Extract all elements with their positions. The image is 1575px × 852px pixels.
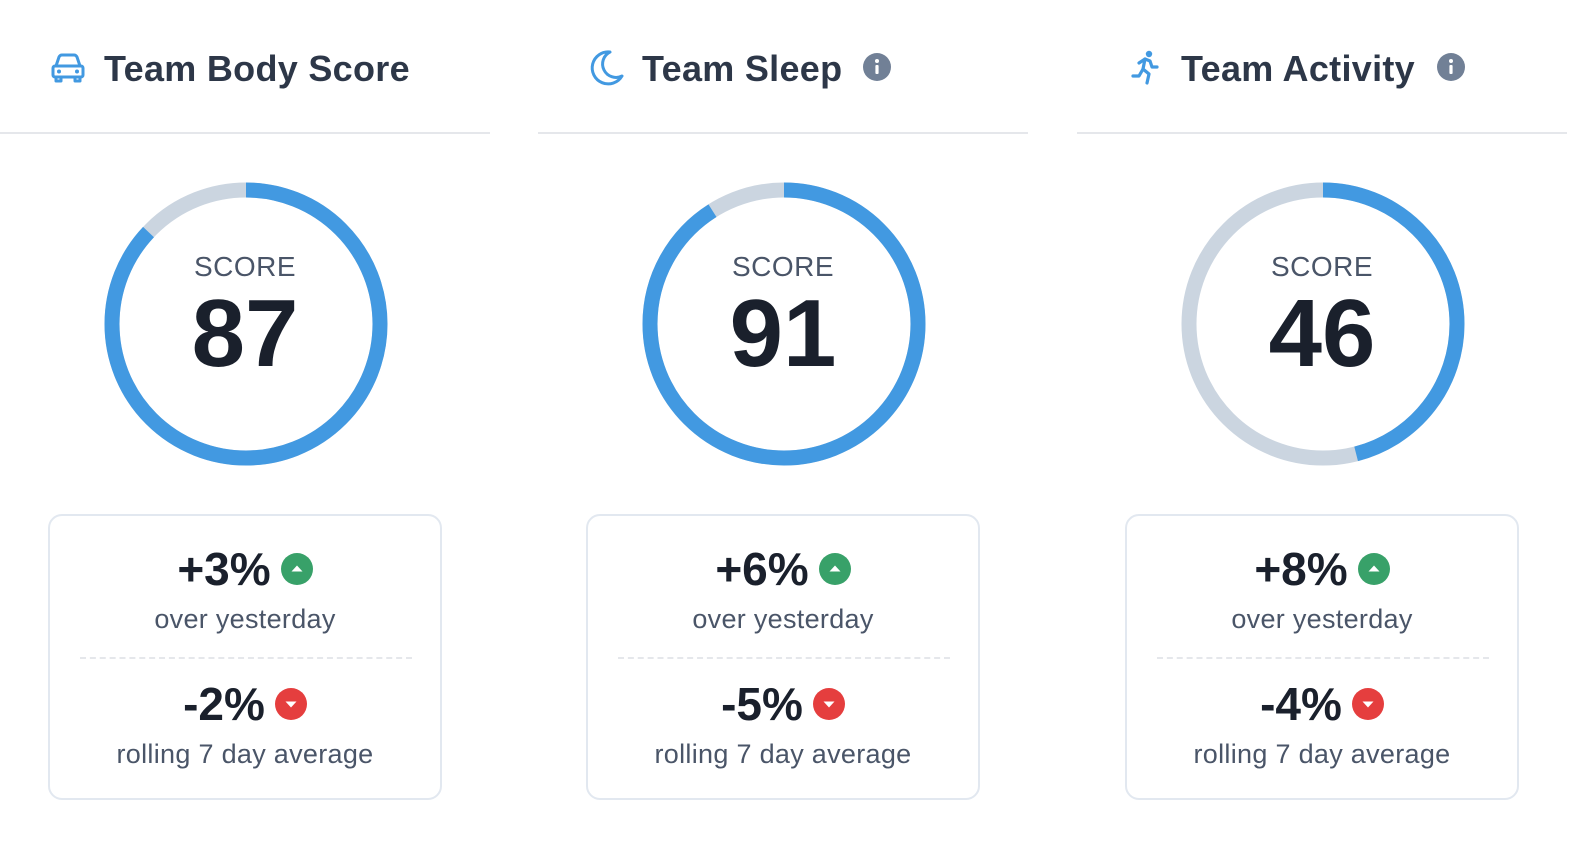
stat-caption: over yesterday <box>692 604 874 634</box>
score-progress-ring <box>104 182 388 466</box>
rolling-average-stat: -5% rolling 7 day average <box>588 673 978 793</box>
score-value: 91 <box>729 280 837 387</box>
panel-title: Team Activity <box>1181 48 1415 89</box>
stat-value: -4% <box>1260 678 1342 730</box>
divider <box>80 657 412 659</box>
stat-value: +8% <box>1254 543 1348 595</box>
panel-header: Team Body Score <box>0 0 490 134</box>
trend-down-icon <box>812 688 845 720</box>
score-value: 87 <box>191 280 299 387</box>
score-progress-ring <box>1181 182 1465 466</box>
ring-progress-arc <box>104 182 388 466</box>
stats-card: +8% over yesterday -4% rolling 7 day ave… <box>1125 514 1519 800</box>
activity-panel: Team Activity SCORE 46 +8% over yesterda… <box>1077 0 1567 852</box>
moon-icon <box>590 50 624 86</box>
sleep-panel: Team Sleep SCORE 91 +6% over yesterday -… <box>538 0 1028 852</box>
over-yesterday-stat: +3% over yesterday <box>50 538 440 658</box>
stat-caption: rolling 7 day average <box>116 739 374 769</box>
stat-value: -2% <box>183 678 265 730</box>
stat-caption: over yesterday <box>154 604 336 634</box>
car-icon <box>51 53 85 83</box>
divider <box>618 657 950 659</box>
ring-progress-arc <box>1181 182 1465 466</box>
stat-value: -5% <box>721 678 803 730</box>
stats-card: +6% over yesterday -5% rolling 7 day ave… <box>586 514 980 800</box>
over-yesterday-stat: +6% over yesterday <box>588 538 978 658</box>
info-icon[interactable] <box>1437 53 1465 81</box>
stat-caption: rolling 7 day average <box>654 739 912 769</box>
rolling-average-stat: -2% rolling 7 day average <box>50 673 440 793</box>
ring-progress-arc <box>642 182 926 466</box>
running-person-icon <box>1131 50 1159 85</box>
trend-up-icon <box>1357 553 1390 585</box>
score-progress-ring <box>642 182 926 466</box>
stats-card: +3% over yesterday -2% rolling 7 day ave… <box>48 514 442 800</box>
score-label: SCORE <box>1270 251 1374 282</box>
over-yesterday-stat: +8% over yesterday <box>1127 538 1517 658</box>
stat-value: +3% <box>177 543 271 595</box>
stat-value: +6% <box>715 543 809 595</box>
info-icon[interactable] <box>863 53 891 81</box>
rolling-average-stat: -4% rolling 7 day average <box>1127 673 1517 793</box>
divider <box>1157 657 1489 659</box>
trend-down-icon <box>274 688 307 720</box>
trend-up-icon <box>818 553 851 585</box>
panel-header: Team Sleep <box>538 0 1028 134</box>
panel-title: Team Body Score <box>104 48 410 89</box>
score-label: SCORE <box>193 251 297 282</box>
trend-down-icon <box>1351 688 1384 720</box>
stat-caption: over yesterday <box>1231 604 1413 634</box>
score-label: SCORE <box>731 251 835 282</box>
panel-header: Team Activity <box>1077 0 1567 134</box>
stat-caption: rolling 7 day average <box>1193 739 1451 769</box>
panel-title: Team Sleep <box>642 48 843 89</box>
score-value: 46 <box>1268 280 1376 387</box>
trend-up-icon <box>280 553 313 585</box>
body-score-panel: Team Body Score SCORE 87 +3% over yester… <box>0 0 490 852</box>
